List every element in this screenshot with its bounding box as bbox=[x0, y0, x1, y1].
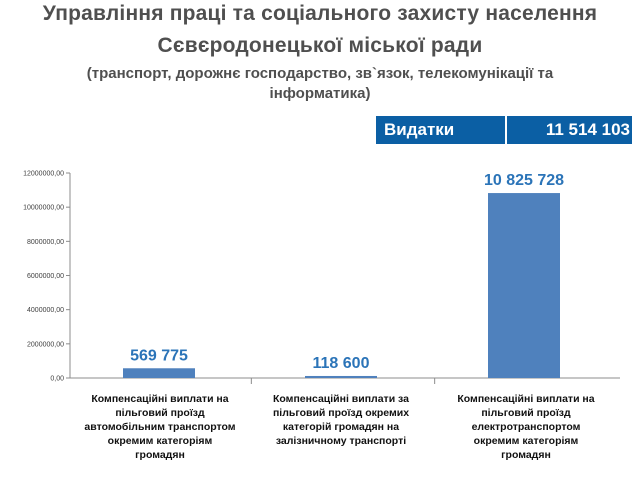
y-tick-label: 8000000,00 bbox=[27, 239, 64, 246]
expenses-label: Видатки bbox=[376, 116, 507, 144]
bar-data-label: 569 775 bbox=[130, 347, 188, 364]
category-label-line: пільговий проїзд bbox=[115, 407, 205, 419]
category-label-line: громадян bbox=[135, 449, 185, 461]
chart-subtitle-line-1: (транспорт, дорожнє господарство, зв`язо… bbox=[86, 65, 554, 82]
chart-title-line-1: Управління праці та соціального захисту … bbox=[42, 2, 598, 25]
category-label-electric-transport: Компенсаційні виплати на пільговий проїзд… bbox=[432, 392, 620, 462]
y-tick-label: 0,00 bbox=[50, 376, 64, 383]
y-tick-label: 2000000,00 bbox=[27, 341, 64, 348]
y-tick-label: 4000000,00 bbox=[27, 307, 64, 314]
category-label-rail-transport: Компенсаційні виплати за пільговий проїзд… bbox=[255, 392, 427, 448]
category-label-line: залізничному транспорті bbox=[275, 435, 407, 447]
category-label-line: пільговий проїзд окремих bbox=[272, 407, 410, 419]
bar-data-label: 10 825 728 bbox=[484, 172, 564, 189]
category-label-line: пільговий проїзд bbox=[481, 407, 571, 419]
category-label-line: категорій громадян на bbox=[282, 421, 400, 433]
bar bbox=[488, 193, 560, 378]
y-tick-label: 6000000,00 bbox=[27, 273, 64, 280]
category-label-line: Компенсаційні виплати на bbox=[91, 393, 229, 405]
category-label-line: Компенсаційні виплати за bbox=[273, 393, 409, 405]
bar bbox=[123, 368, 195, 378]
chart-subtitle-line-2: інформатика) bbox=[269, 85, 371, 102]
bar-data-label: 118 600 bbox=[313, 355, 370, 372]
y-tick-label: 10000000,00 bbox=[23, 205, 64, 212]
category-label-line: окремим категоріям bbox=[107, 435, 213, 447]
chart-title-line-2: Сєвєродонецької міської ради bbox=[157, 34, 483, 57]
category-label-line: автомобільним транспортом bbox=[84, 421, 236, 433]
bar-chart: 0,00 2000000,00 4000000,00 6000000,00 800000… bbox=[23, 171, 620, 384]
category-label-car-transport: Компенсаційні виплати на пільговий проїзд… bbox=[70, 392, 250, 462]
category-label-line: Компенсаційні виплати на bbox=[457, 393, 595, 405]
total-expenses-box: Видатки 11 514 103 bbox=[376, 116, 632, 144]
category-label-line: окремим категоріям bbox=[473, 435, 579, 447]
category-label-line: громадян bbox=[501, 449, 551, 461]
category-label-line: електротранспортом bbox=[471, 421, 581, 433]
expenses-value: 11 514 103 bbox=[545, 120, 630, 139]
y-tick-label: 12000000,00 bbox=[23, 171, 64, 178]
bar bbox=[305, 375, 377, 378]
